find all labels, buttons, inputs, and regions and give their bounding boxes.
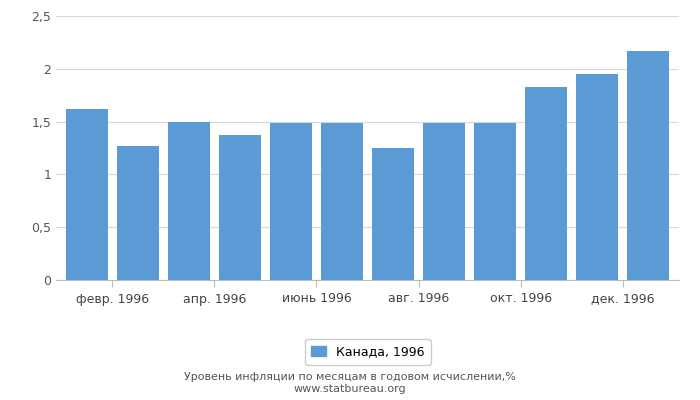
Bar xyxy=(321,123,363,280)
Bar xyxy=(424,123,465,280)
Bar xyxy=(474,123,516,280)
Bar xyxy=(117,146,159,280)
Text: www.statbureau.org: www.statbureau.org xyxy=(294,384,406,394)
Bar xyxy=(270,123,312,280)
Bar xyxy=(576,74,618,280)
Text: Уровень инфляции по месяцам в годовом исчислении,%: Уровень инфляции по месяцам в годовом ис… xyxy=(184,372,516,382)
Legend: Канада, 1996: Канада, 1996 xyxy=(304,339,430,364)
Bar xyxy=(168,122,210,280)
Bar xyxy=(372,148,414,280)
Bar xyxy=(66,109,108,280)
Bar xyxy=(525,87,567,280)
Bar xyxy=(219,135,261,280)
Bar xyxy=(627,51,669,280)
